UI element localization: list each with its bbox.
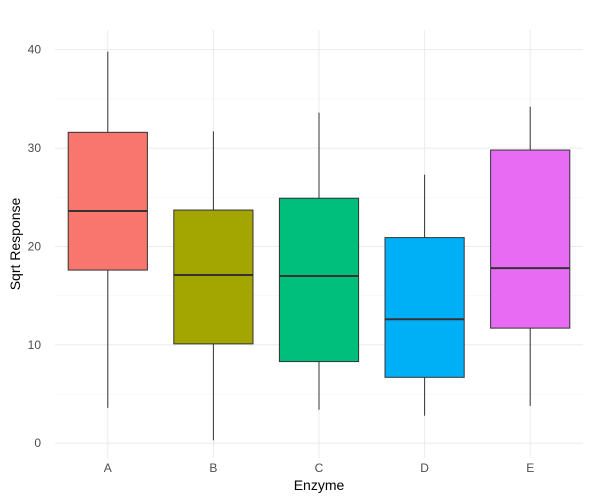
box-body [67, 131, 148, 271]
x-axis-title: Enzyme [294, 477, 345, 493]
x-tick-label: A [104, 461, 112, 475]
y-tick-label: 0 [34, 436, 41, 450]
x-axis-ticks: A B C D E [104, 461, 534, 475]
box-body [490, 149, 571, 329]
x-tick-label: B [209, 461, 217, 475]
x-tick-label: C [315, 461, 324, 475]
box-c [278, 112, 360, 410]
box-body [384, 237, 465, 378]
box-body [278, 197, 360, 363]
box-e [490, 106, 571, 406]
y-axis-title: Sqrt Response [7, 197, 23, 290]
y-tick-label: 30 [28, 141, 42, 155]
y-tick-label: 20 [28, 239, 42, 253]
box-a [67, 51, 148, 408]
box-b [173, 131, 254, 441]
x-tick-label: D [420, 461, 429, 475]
boxes [67, 51, 571, 441]
y-tick-label: 40 [28, 43, 42, 57]
box-body [173, 209, 254, 345]
x-tick-label: E [526, 461, 534, 475]
y-axis-ticks: 0 10 20 30 40 [28, 43, 42, 451]
y-tick-label: 10 [28, 338, 42, 352]
box-d [384, 174, 465, 416]
